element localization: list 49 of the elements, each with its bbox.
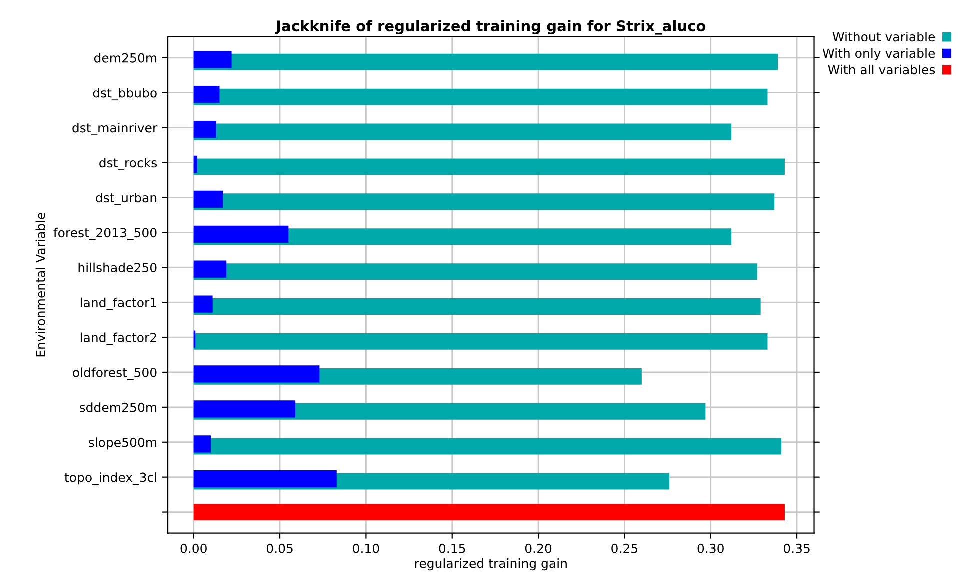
legend-label: With only variable (822, 48, 936, 61)
bar (194, 124, 732, 140)
y-tick-label: topo_index_3cl (64, 472, 156, 486)
y-tick-label: dst_bbubo (93, 88, 157, 101)
bar (194, 120, 216, 138)
bar (194, 296, 213, 313)
bar (194, 400, 296, 418)
bar (194, 366, 320, 383)
bar (194, 194, 775, 210)
x-tick-label: 0.25 (612, 544, 638, 554)
bar (194, 88, 768, 106)
bar (194, 226, 289, 243)
x-tick-label: 0.15 (439, 544, 466, 554)
legend-label: Without variable (832, 32, 936, 42)
bar (194, 156, 198, 174)
y-tick-label: dem250m (94, 53, 157, 63)
y-tick-label: land_factor1 (80, 298, 156, 310)
y-tick-label: slope500m (88, 438, 157, 450)
x-tick-label: 0.20 (525, 544, 552, 554)
bar (194, 298, 761, 315)
bar (194, 438, 782, 455)
bar (194, 260, 227, 278)
x-tick-label: 0.00 (180, 544, 207, 554)
y-tick-label: dst_mainriver (72, 123, 158, 136)
y-tick-label: hillshade250 (78, 262, 157, 273)
bar (194, 264, 758, 280)
y-tick-label: sddem250m (80, 402, 157, 412)
bar (194, 334, 768, 350)
y-axis-title: Environmental Variable (36, 212, 46, 357)
bar (194, 436, 212, 453)
y-tick-label: dst_urban (96, 192, 157, 206)
x-tick-label: 0.35 (784, 544, 810, 554)
bar (194, 54, 778, 70)
bar (194, 86, 220, 104)
x-tick-label: 0.10 (353, 544, 380, 554)
legend-label: With all variables (828, 64, 936, 75)
chart-title: Jackknife of regularized training gain for Strix_aluco (275, 20, 706, 35)
y-tick-label: oldforest_500 (73, 368, 157, 380)
bar (194, 51, 232, 68)
y-tick-label: land_factor2 (80, 332, 156, 346)
x-tick-label: 0.05 (266, 544, 293, 554)
x-axis-title: regularized training gain (415, 558, 567, 571)
bar (194, 504, 785, 520)
bar (194, 190, 224, 208)
y-tick-label: dst_rocks (100, 158, 157, 170)
bar (194, 158, 785, 176)
y-tick-label: forest_2013_500 (54, 228, 157, 240)
x-tick-label: 0.30 (698, 544, 724, 554)
bar (194, 470, 337, 488)
